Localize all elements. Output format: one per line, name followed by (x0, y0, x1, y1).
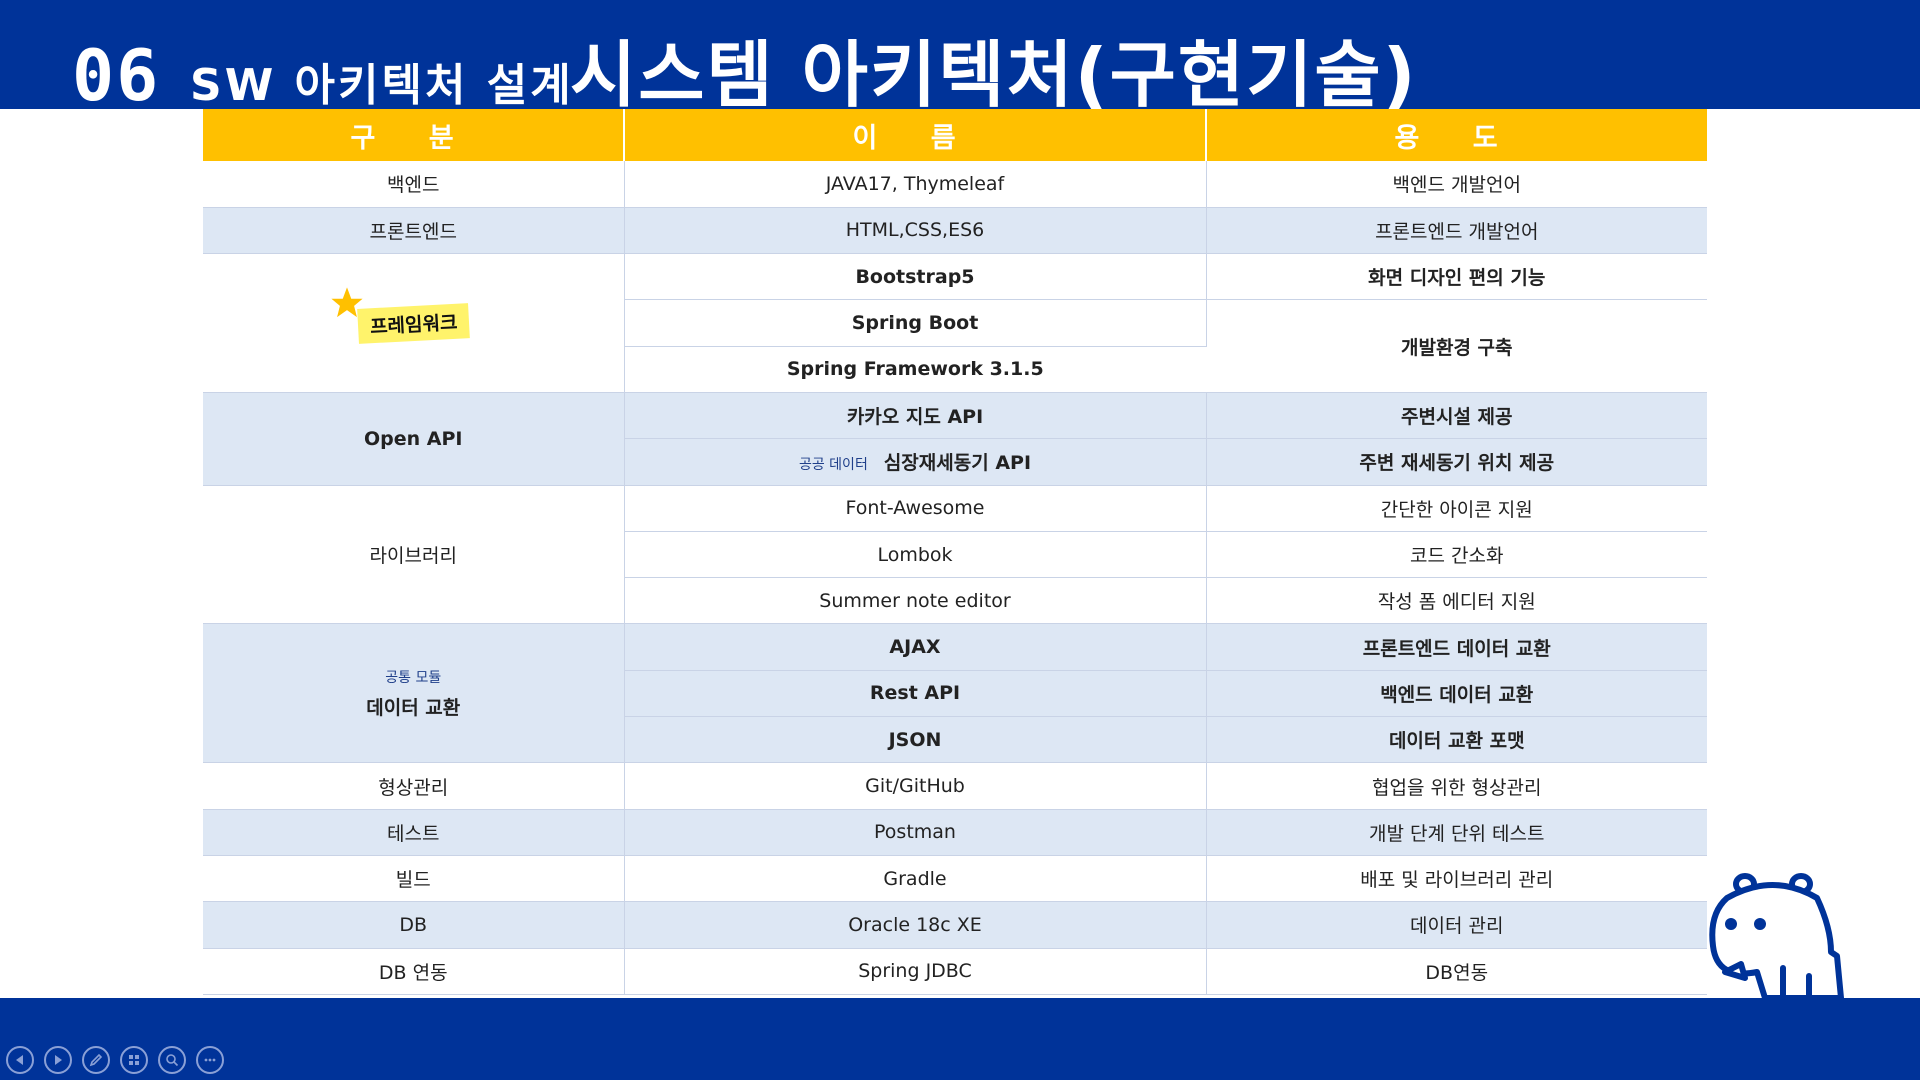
header-purpose: 용 도 (1206, 109, 1707, 161)
framework-label: 프레임워크 (356, 302, 470, 344)
name-cell: JSON (624, 716, 1207, 764)
purpose-cell: 주변시설 제공 (1206, 392, 1707, 440)
purpose-cell: 프론트엔드 데이터 교환 (1206, 623, 1707, 671)
purpose-cell: 작성 폼 에디터 지원 (1206, 577, 1707, 625)
purpose-cell: 코드 간소화 (1206, 531, 1707, 579)
section-subtitle: SW 아키텍처 설계 (190, 60, 574, 111)
purpose-cell: DB연동 (1206, 948, 1707, 995)
name-cell: 공공 데이터 심장재세동기 API (624, 438, 1207, 486)
name-cell: Spring JDBC (624, 948, 1207, 995)
table-row: Lombok 코드 간소화 (203, 531, 1707, 579)
table-row: 프레임워크 Bootstrap5 화면 디자인 편의 기능 (203, 253, 1707, 393)
more-button[interactable] (196, 1046, 224, 1074)
table-row: 공공 데이터 심장재세동기 API 주변 재세동기 위치 제공 (203, 438, 1707, 486)
table-row: 백엔드 JAVA17, Thymeleaf 백엔드 개발언어 (203, 161, 1707, 208)
table-row: 테스트 Postman 개발 단계 단위 테스트 (203, 809, 1707, 856)
table-row: DB Oracle 18c XE 데이터 관리 (203, 901, 1707, 949)
name-cell: JAVA17, Thymeleaf (624, 161, 1207, 208)
name-cell: Git/GitHub (624, 762, 1207, 810)
table-row: 형상관리 Git/GitHub 협업을 위한 형상관리 (203, 762, 1707, 810)
purpose-cell: 개발환경 구축 (1206, 299, 1707, 393)
name-cell: Font-Awesome (624, 485, 1207, 532)
table-row: DB 연동 Spring JDBC DB연동 (203, 948, 1707, 995)
category-cell: 백엔드 (203, 161, 625, 208)
table-row: Summer note editor 작성 폼 에디터 지원 (203, 577, 1707, 625)
table-row: 빌드 Gradle 배포 및 라이브러리 관리 (203, 855, 1707, 903)
category-cell: 테스트 (203, 809, 625, 856)
purpose-cell: 협업을 위한 형상관리 (1206, 762, 1707, 810)
header-name: 이 름 (624, 109, 1207, 161)
prev-slide-button[interactable] (6, 1046, 34, 1074)
section-number: 06 (72, 35, 161, 117)
category-cell: 빌드 (203, 855, 625, 903)
zoom-button[interactable] (158, 1046, 186, 1074)
table-row: 라이브러리 Font-Awesome 간단한 아이콘 지원 (203, 485, 1707, 625)
name-cell: Rest API (624, 670, 1207, 718)
header-band (0, 0, 1920, 109)
pen-icon (89, 1053, 103, 1067)
pen-button[interactable] (82, 1046, 110, 1074)
table-row: 공통 모듈 데이터 교환 AJAX 프론트엔드 데이터 교환 (203, 623, 1707, 764)
table-row: 프론트엔드 HTML,CSS,ES6 프론트엔드 개발언어 (203, 207, 1707, 255)
name-cell: Bootstrap5 (624, 253, 1207, 301)
table-row: JSON 데이터 교환 포맷 (203, 716, 1707, 764)
category-cell: Open API (203, 392, 625, 486)
framework-category-cell: 프레임워크 (203, 253, 625, 393)
purpose-cell: 백엔드 데이터 교환 (1206, 670, 1707, 718)
slides-grid-button[interactable] (120, 1046, 148, 1074)
table-row: Spring Boot 개발환경 구축 (203, 299, 1707, 393)
header-category: 구 분 (203, 109, 625, 161)
table-header-row: 구 분 이 름 용 도 (203, 109, 1707, 161)
prev-slide-icon (16, 1055, 23, 1065)
name-cell: Postman (624, 809, 1207, 856)
framework-badge: 프레임워크 (330, 286, 470, 344)
more-icon (204, 1058, 216, 1062)
purpose-cell: 화면 디자인 편의 기능 (1206, 253, 1707, 301)
common-module-tag: 공통 모듈 (385, 669, 442, 686)
name-text: 심장재세동기 API (883, 452, 1032, 475)
next-slide-button[interactable] (44, 1046, 72, 1074)
purpose-cell: 배포 및 라이브러리 관리 (1206, 855, 1707, 903)
purpose-cell: 간단한 아이콘 지원 (1206, 485, 1707, 532)
table-row: Open API 카카오 지도 API 주변시설 제공 (203, 392, 1707, 486)
table-row: Spring Framework 3.1.5 (203, 346, 1707, 393)
star-icon (330, 286, 363, 317)
purpose-cell: 데이터 교환 포맷 (1206, 716, 1707, 764)
purpose-cell: 데이터 관리 (1206, 901, 1707, 949)
slides-grid-icon (129, 1055, 139, 1065)
name-cell: Spring Boot (624, 299, 1207, 347)
name-cell: Lombok (624, 531, 1207, 579)
table-row: Rest API 백엔드 데이터 교환 (203, 670, 1707, 718)
name-cell: HTML,CSS,ES6 (624, 207, 1207, 255)
public-data-tag: 공공 데이터 (798, 457, 868, 474)
category-cell: 프론트엔드 (203, 207, 625, 255)
name-cell: Oracle 18c XE (624, 901, 1207, 949)
purpose-cell: 백엔드 개발언어 (1206, 161, 1707, 208)
purpose-cell: 개발 단계 단위 테스트 (1206, 809, 1707, 856)
architecture-table: 구 분 이 름 용 도 백엔드 JAVA17, Thymeleaf 백엔드 개발… (203, 109, 1707, 995)
next-slide-icon (55, 1055, 62, 1065)
footer-band (0, 998, 1920, 1080)
category-cell: DB 연동 (203, 948, 625, 995)
category-cell: DB (203, 901, 625, 949)
purpose-cell: 프론트엔드 개발언어 (1206, 207, 1707, 255)
name-cell: AJAX (624, 623, 1207, 671)
category-cell: 라이브러리 (203, 485, 625, 625)
presentation-controls (6, 1046, 224, 1074)
category-cell: 공통 모듈 데이터 교환 (203, 623, 625, 764)
hippo-mascot-icon (1709, 873, 1844, 1000)
purpose-cell: 주변 재세동기 위치 제공 (1206, 438, 1707, 486)
name-cell: Gradle (624, 855, 1207, 903)
category-cell: 형상관리 (203, 762, 625, 810)
name-cell: Summer note editor (624, 577, 1207, 625)
name-cell: Spring Framework 3.1.5 (624, 346, 1206, 393)
page-title: 시스템 아키텍처(구현기술) (570, 33, 1418, 117)
name-cell: 카카오 지도 API (624, 392, 1207, 440)
zoom-icon (166, 1054, 179, 1067)
category-text: 데이터 교환 (366, 696, 461, 719)
